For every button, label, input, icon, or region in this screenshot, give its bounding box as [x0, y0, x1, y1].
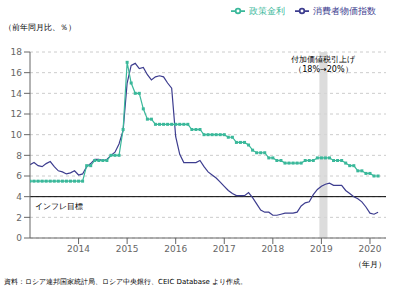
svg-text:10: 10 — [11, 130, 23, 140]
svg-text:14: 14 — [11, 89, 23, 99]
html-text:（前年同月比、％）: （前年同月比、％） — [4, 23, 76, 32]
svg-text:2015: 2015 — [116, 244, 139, 254]
svg-text:2014: 2014 — [67, 244, 90, 254]
svg-text:2016: 2016 — [164, 244, 187, 254]
svg-text:付加価値税引上げ（18%→20%）: 付加価値税引上げ（18%→20%） — [291, 55, 356, 74]
svg-text:6: 6 — [16, 171, 22, 181]
html-text:政策金利: 政策金利 — [249, 5, 285, 16]
svg-text:2018: 2018 — [261, 244, 284, 254]
html-text:（年月）: （年月） — [354, 260, 386, 269]
svg-text:2019: 2019 — [310, 244, 333, 254]
html-text:消費者物価指数: 消費者物価指数 — [313, 5, 376, 16]
html-text:資料：ロシア連邦国家統計局、ロシア中央銀行、CEIC Dat: 資料：ロシア連邦国家統計局、ロシア中央銀行、CEIC Database より作成… — [4, 278, 248, 286]
svg-text:18: 18 — [11, 47, 23, 57]
svg-text:8: 8 — [16, 151, 22, 161]
svg-text:16: 16 — [11, 68, 23, 78]
svg-text:インフレ目標: インフレ目標 — [35, 202, 83, 211]
svg-text:12: 12 — [11, 109, 22, 119]
svg-text:2020: 2020 — [359, 244, 382, 254]
svg-text:0: 0 — [16, 233, 22, 243]
svg-text:2: 2 — [16, 213, 22, 223]
svg-text:4: 4 — [16, 192, 22, 202]
svg-text:2017: 2017 — [213, 244, 236, 254]
